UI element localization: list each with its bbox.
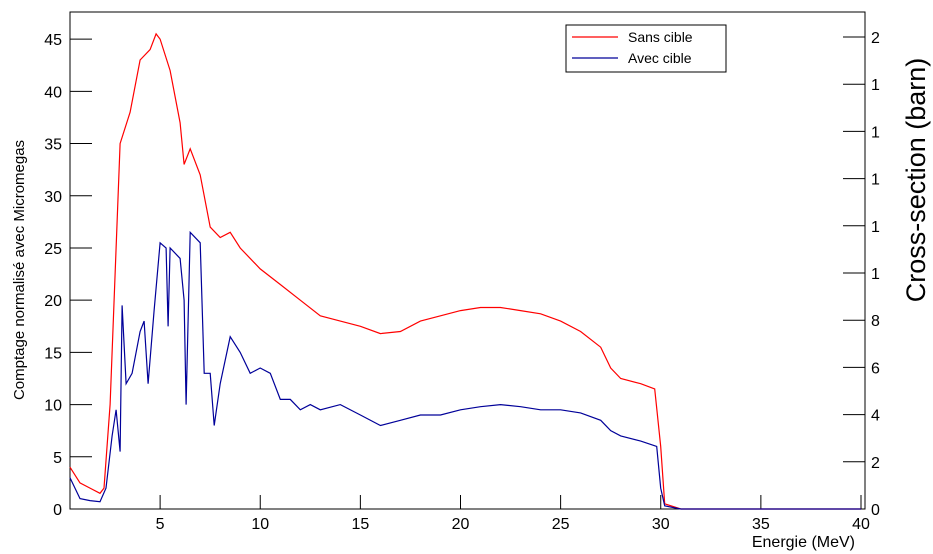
x-axis-label: Energie (MeV) <box>752 534 855 551</box>
line-series <box>69 230 861 510</box>
y-tick-label: 25 <box>44 241 62 258</box>
legend-box <box>565 24 727 73</box>
y-tick-label: 5 <box>53 450 62 467</box>
y2-tick-label: 2 <box>871 455 880 472</box>
x-tick-label: 20 <box>452 516 470 533</box>
y2-tick-label: 6 <box>871 360 880 377</box>
y-tick-label: 30 <box>44 189 62 206</box>
x-tick-label: 5 <box>156 516 165 533</box>
y-tick-label: 20 <box>44 293 62 310</box>
y-tick-label: 45 <box>44 32 62 49</box>
x-tick-label: 30 <box>652 516 670 533</box>
y-tick-label: 15 <box>44 345 62 362</box>
plot-frame <box>69 11 866 510</box>
x-tick-label: 25 <box>552 516 570 533</box>
y2-tick-label: 2 <box>871 30 880 47</box>
y2-tick-label: 8 <box>871 313 880 330</box>
x-tick-label: 10 <box>251 516 269 533</box>
x-tick-label: 40 <box>852 516 870 533</box>
y-tick-label: 40 <box>44 84 62 101</box>
y2-tick-label: 1 <box>871 172 880 189</box>
x-tick-label: 15 <box>351 516 369 533</box>
y2-tick-label: 1 <box>871 77 880 94</box>
y2-tick-label: 4 <box>871 408 880 425</box>
y-tick-label: 10 <box>44 398 62 415</box>
y-tick-label: 35 <box>44 137 62 154</box>
line-series <box>69 32 861 510</box>
y2-tick-label: 1 <box>871 266 880 283</box>
y2-tick-label: 1 <box>871 124 880 141</box>
x-tick-label: 35 <box>752 516 770 533</box>
y-tick-label: 0 <box>53 502 62 519</box>
legend-label: Sans cible <box>628 29 693 45</box>
y-axis-label: Comptage normalisé avec Micromegas <box>11 140 28 400</box>
legend-label: Avec cible <box>628 50 692 66</box>
y2-axis-label: Cross-section (barn) <box>901 58 931 303</box>
y2-tick-label: 1 <box>871 219 880 236</box>
y2-tick-label: 0 <box>871 502 880 519</box>
